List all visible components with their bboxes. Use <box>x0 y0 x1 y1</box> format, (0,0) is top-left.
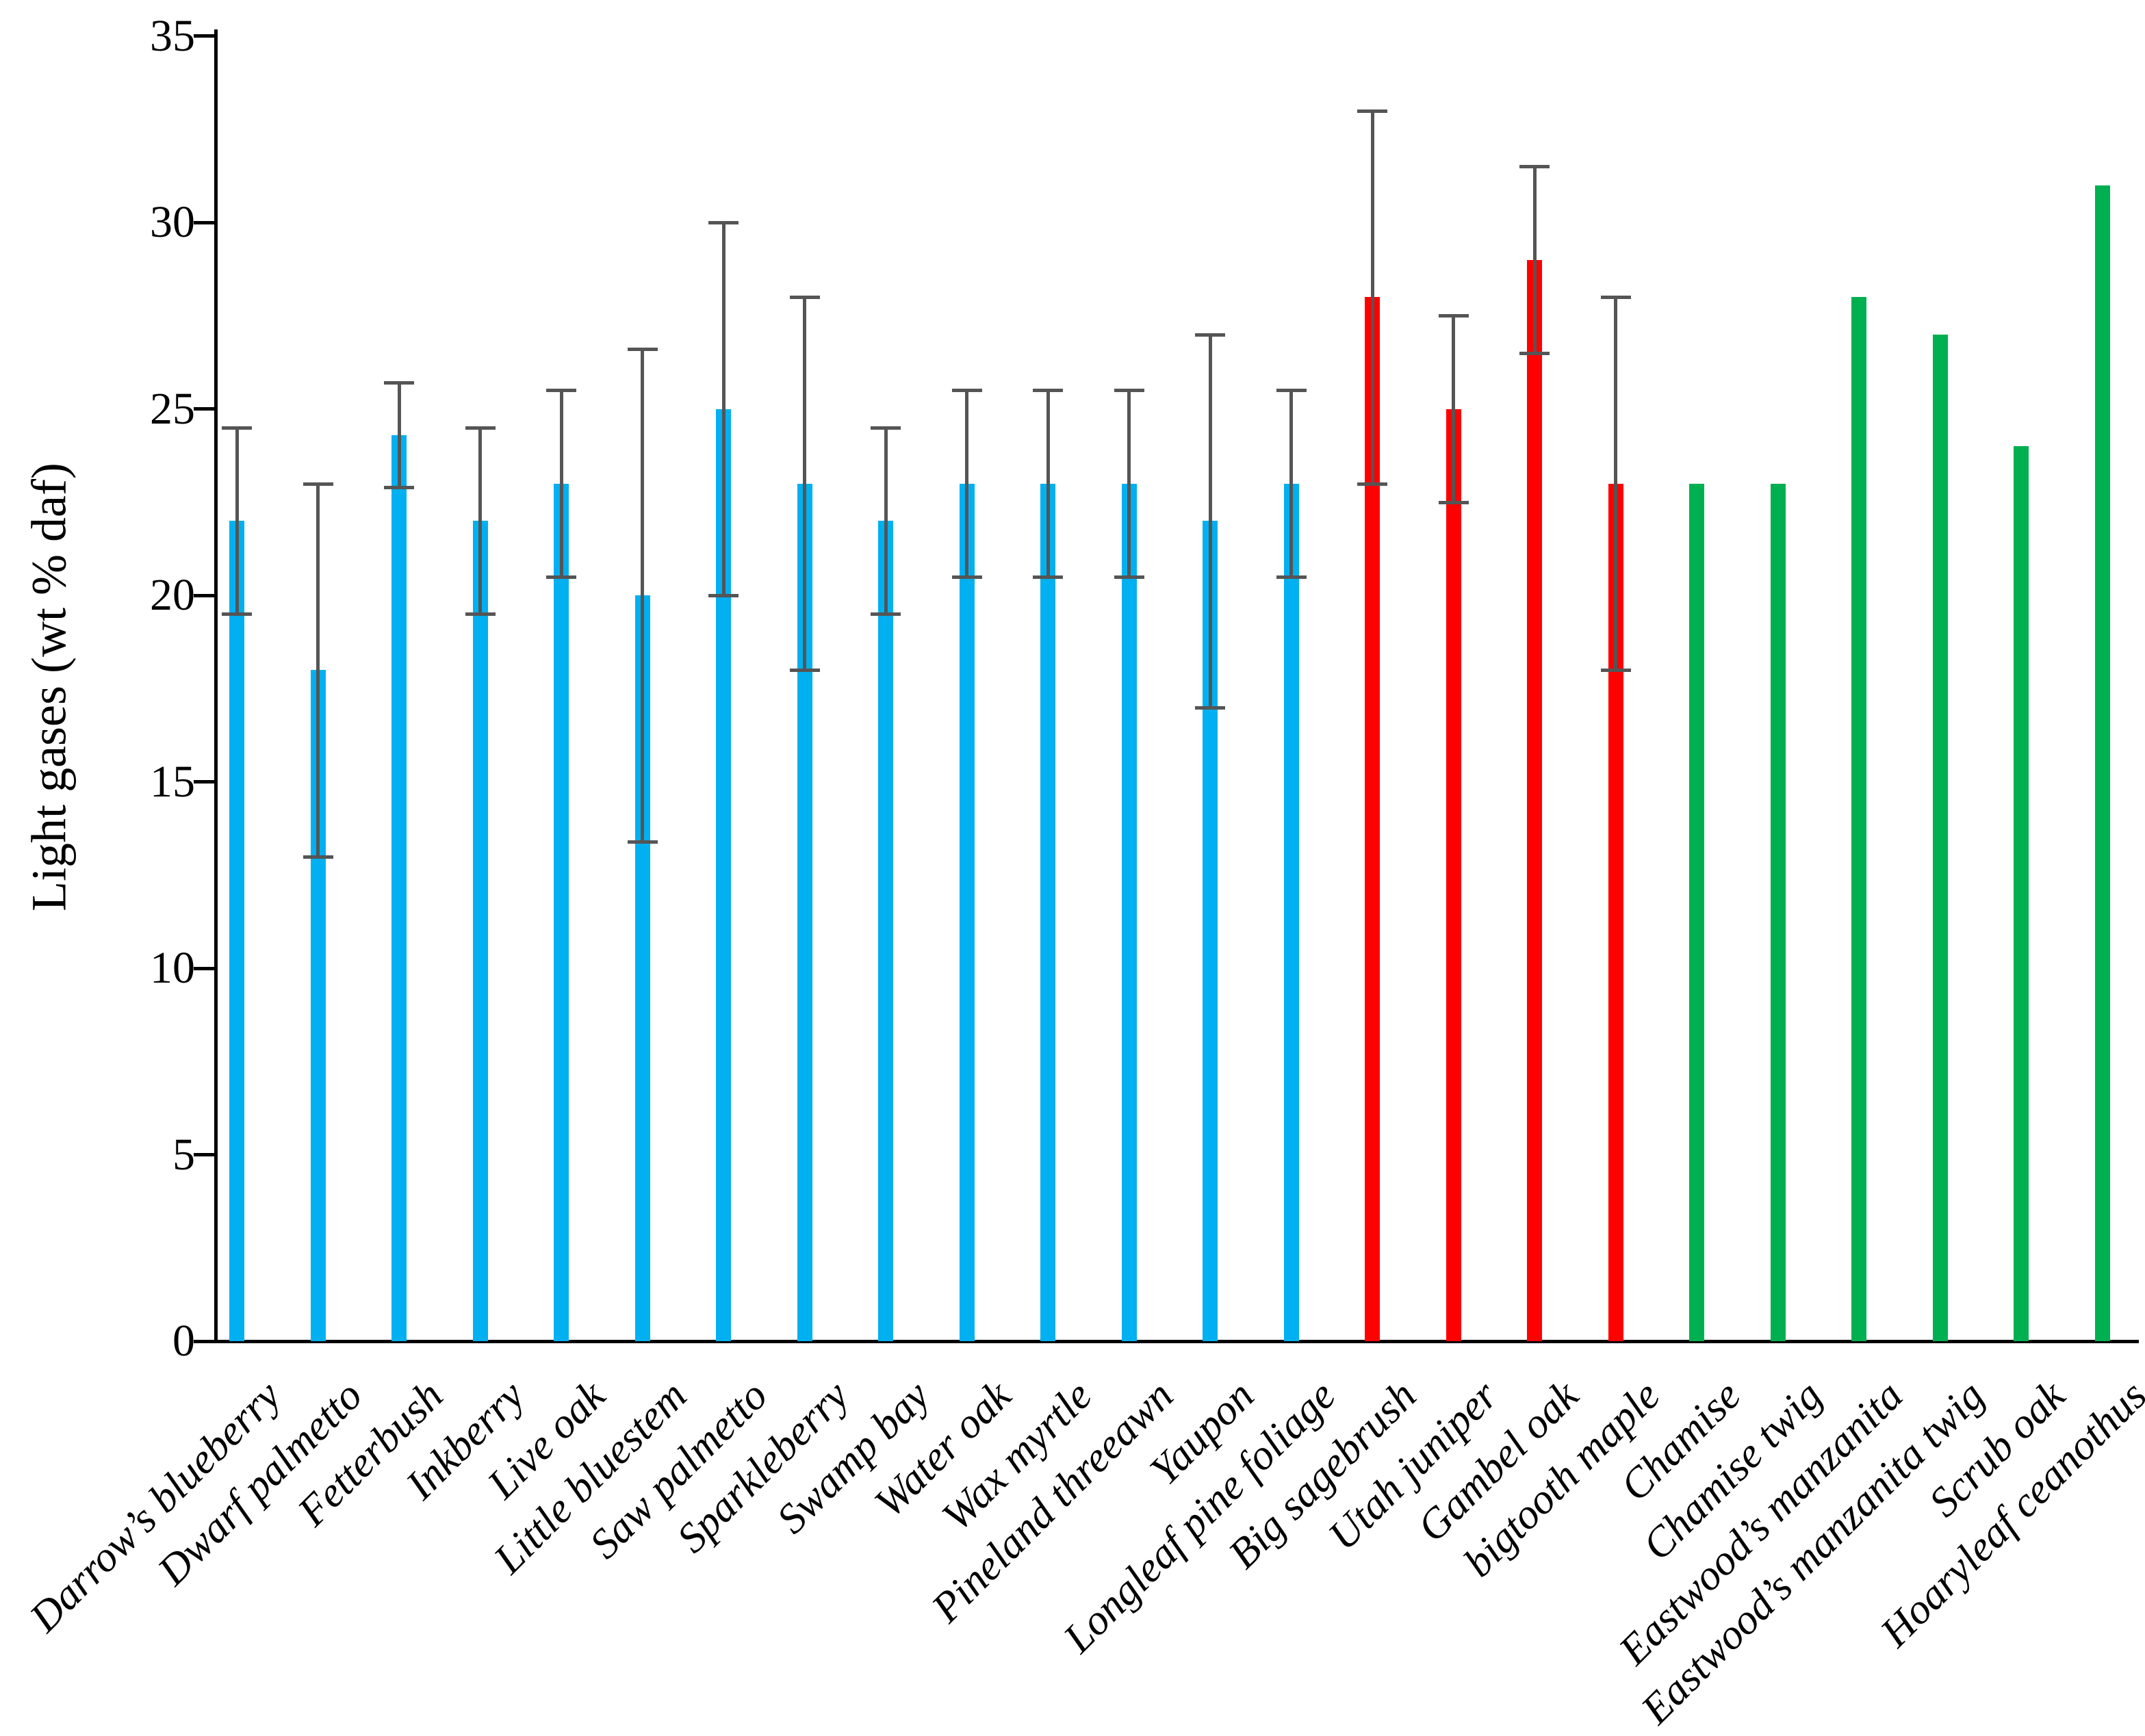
error-bar-line <box>1614 297 1617 670</box>
y-tick-mark-10 <box>194 966 214 970</box>
error-bar-cap-bottom <box>1195 705 1225 710</box>
error-bar-cap-bottom <box>789 669 820 672</box>
error-bar-cap-top <box>951 389 982 393</box>
error-bar-line <box>316 483 320 857</box>
y-axis-line <box>214 29 218 1343</box>
error-bar-cap-top <box>546 389 576 393</box>
bar-little-bluestem <box>634 595 650 1341</box>
error-bar-cap-bottom <box>871 612 901 617</box>
bar-sparkleberry <box>797 483 812 1341</box>
bar-eastwood-s-manzanita-twig <box>1932 334 1948 1341</box>
bar-chamise <box>1689 483 1704 1341</box>
error-bar-line <box>478 427 482 614</box>
error-bar-cap-bottom <box>1357 482 1387 486</box>
error-bar-line <box>965 390 968 577</box>
bar-gambel-oak <box>1527 259 1542 1341</box>
error-bar-line <box>803 297 806 670</box>
bar-fetterbush <box>391 435 407 1341</box>
y-tick-mark-30 <box>194 220 214 224</box>
error-bar-line <box>559 390 563 577</box>
bar-scrub-oak <box>2014 446 2029 1341</box>
bar-yaupon <box>1203 521 1218 1341</box>
bar-hoaryleaf-ceanothus <box>2094 185 2110 1341</box>
error-bar-cap-bottom <box>1114 575 1144 579</box>
error-bar-line <box>1208 334 1212 708</box>
error-bar-cap-top <box>222 426 252 430</box>
error-bar-line <box>1452 315 1455 502</box>
error-bar-cap-bottom <box>1276 575 1307 579</box>
error-bar-cap-top <box>1438 314 1469 318</box>
error-bar-line <box>884 427 888 614</box>
error-bar-cap-top <box>627 348 658 352</box>
error-bar-cap-top <box>384 381 414 385</box>
error-bar-cap-top <box>1276 389 1307 393</box>
bar-bigtooth-maple <box>1608 483 1623 1341</box>
error-bar-cap-top <box>789 296 820 299</box>
bar-longleaf-pine-foliage <box>1283 483 1299 1341</box>
bar-saw-palmetto <box>716 409 731 1341</box>
bar-live-oak <box>554 483 569 1341</box>
error-bar-cap-bottom <box>708 594 738 597</box>
bar-eastwood-s-manzanita <box>1851 297 1866 1341</box>
y-tick-mark-35 <box>194 34 214 38</box>
error-bar-cap-bottom <box>222 612 252 617</box>
bar-big-sagebrush <box>1365 297 1380 1341</box>
bar-swamp-bay <box>878 521 893 1341</box>
bar-darrow-s-blueberry <box>229 521 244 1341</box>
error-bar-cap-bottom <box>546 575 576 579</box>
error-bar-cap-top <box>1195 333 1225 337</box>
bar-wax-myrtle <box>1040 483 1055 1341</box>
error-bar-cap-bottom <box>384 485 414 489</box>
error-bar-cap-top <box>303 482 333 486</box>
error-bar-cap-top <box>871 426 901 430</box>
error-bar-cap-bottom <box>1519 351 1550 355</box>
y-tick-mark-25 <box>194 407 214 411</box>
error-bar-line <box>235 427 239 614</box>
error-bar-line <box>1370 110 1374 484</box>
y-tick-label-5: 5 <box>172 1129 195 1180</box>
error-bar-cap-top <box>1114 389 1144 393</box>
y-tick-label-0: 0 <box>172 1316 195 1366</box>
error-bar-cap-bottom <box>303 855 333 859</box>
bar-inkberry <box>472 521 488 1341</box>
y-tick-mark-20 <box>194 593 214 597</box>
bar-utah-juniper <box>1446 409 1461 1341</box>
error-bar-cap-top <box>1033 389 1063 393</box>
bar-chamise-twig <box>1770 483 1786 1341</box>
error-bar-cap-bottom <box>1033 575 1063 579</box>
error-bar-cap-top <box>465 426 496 430</box>
y-axis-title: Light gases (wt % daf) <box>21 463 77 911</box>
y-tick-label-30: 30 <box>150 197 195 247</box>
bar-water-oak <box>959 483 975 1341</box>
error-bar-cap-bottom <box>627 840 658 844</box>
error-bar-line <box>1532 166 1537 353</box>
error-bar-cap-bottom <box>951 575 982 579</box>
x-axis-line <box>214 1340 2139 1343</box>
error-bar-cap-bottom <box>1600 669 1631 672</box>
bar-pineland-threeawn <box>1121 483 1137 1341</box>
error-bar-cap-bottom <box>465 612 496 617</box>
y-tick-mark-15 <box>194 780 214 783</box>
y-tick-label-25: 25 <box>150 383 195 434</box>
y-tick-label-20: 20 <box>150 570 195 620</box>
error-bar-line <box>721 222 725 595</box>
error-bar-cap-bottom <box>1438 500 1469 504</box>
error-bar-line <box>1289 390 1293 577</box>
bar-dwarf-palmetto <box>310 670 326 1341</box>
error-bar-cap-top <box>1357 109 1387 113</box>
error-bar-cap-top <box>1600 296 1631 299</box>
y-tick-mark-0 <box>194 1339 214 1343</box>
error-bar-line <box>397 383 401 487</box>
y-tick-label-10: 10 <box>150 943 195 993</box>
error-bar-cap-top <box>708 221 738 224</box>
y-tick-mark-5 <box>194 1153 214 1156</box>
y-tick-label-15: 15 <box>150 756 195 807</box>
error-bar-line <box>641 349 644 842</box>
error-bar-line <box>1127 390 1131 577</box>
error-bar-line <box>1046 390 1050 577</box>
error-bar-cap-top <box>1519 165 1550 169</box>
y-tick-label-35: 35 <box>150 10 195 61</box>
